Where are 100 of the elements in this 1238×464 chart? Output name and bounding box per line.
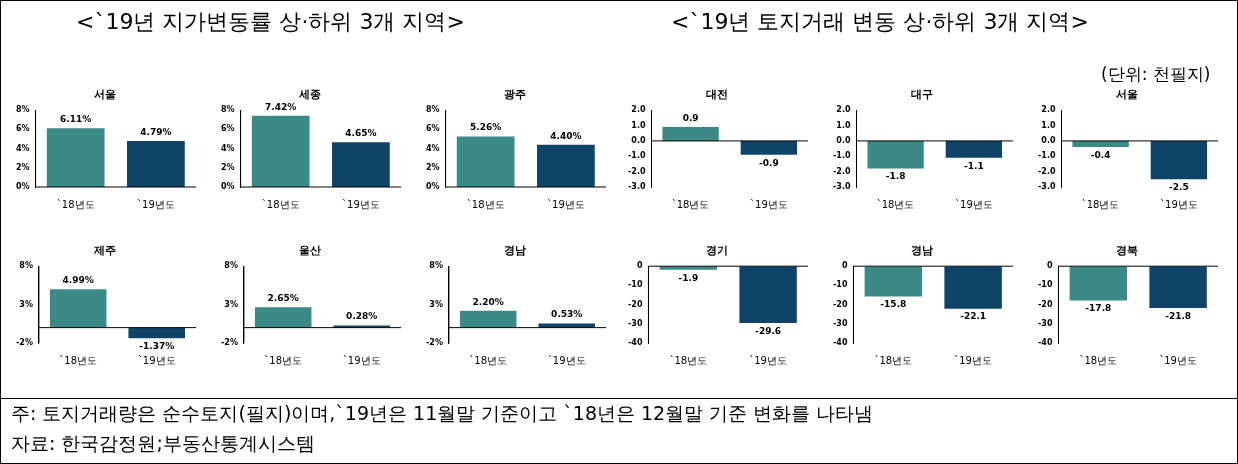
y-tick-label: -1.0: [627, 151, 646, 161]
y-tick-label: -10: [833, 280, 848, 290]
data-label: -0.9: [759, 157, 779, 168]
text: 자료: 한국감정원;부동산통계시스템: [11, 431, 315, 456]
y-tick-label: 0%: [15, 182, 30, 192]
chart-title: 서울: [1115, 88, 1138, 102]
x-tick-label: `18년도: [469, 354, 508, 366]
chart-title: 대전: [705, 88, 728, 102]
y-tick-label: 6%: [220, 124, 235, 134]
data-label: -1.37%: [139, 341, 175, 352]
y-tick-label: -2%: [16, 338, 33, 348]
y-tick-label: -40: [1038, 338, 1053, 348]
y-tick-label: -10: [1038, 280, 1053, 290]
data-label: -29.6: [755, 325, 782, 336]
y-tick-label: 2.0: [631, 105, 646, 115]
x-tick-label: `19년도: [955, 198, 993, 210]
text: (단위: 천필지): [1101, 63, 1211, 86]
y-tick-label: 0: [636, 261, 643, 271]
y-tick-label: 0.0: [836, 136, 851, 145]
y-tick-label: 2.0: [836, 105, 851, 115]
chart-title: 경남: [910, 244, 933, 258]
y-tick-label: -30: [1038, 318, 1053, 328]
y-tick-label: 4%: [220, 143, 235, 153]
x-tick-label: `19년도: [137, 198, 175, 210]
y-tick-label: -1.0: [1037, 151, 1056, 161]
x-tick-label: `18년도: [56, 198, 95, 210]
y-tick-label: 8%: [224, 261, 238, 271]
y-tick-label: 0%: [220, 182, 235, 192]
x-tick-label: `19년도: [750, 198, 788, 210]
x-tick-label: `18년도: [874, 354, 913, 366]
data-label: 0.9: [682, 112, 699, 123]
chart-title: 울산: [298, 244, 321, 258]
x-tick-label: `19년도: [1160, 198, 1198, 210]
y-tick-label: 8%: [429, 261, 443, 271]
x-tick-label: `19년도: [749, 354, 787, 366]
data-label: 7.42%: [265, 101, 297, 112]
y-tick-label: -2%: [426, 338, 443, 348]
y-tick-label: -30: [833, 318, 848, 328]
data-label: 4.79%: [140, 126, 172, 137]
y-tick-label: 0.0: [1041, 136, 1056, 145]
data-label: 2.65%: [267, 293, 299, 304]
x-tick-label: `18년도: [261, 198, 300, 210]
y-tick-label: -2.0: [1037, 166, 1056, 176]
data-label: -1.1: [964, 160, 984, 171]
data-label: 0.28%: [346, 311, 378, 322]
y-tick-label: 0%: [425, 182, 440, 192]
y-tick-label: 0: [1046, 261, 1053, 271]
y-tick-label: -1.0: [832, 151, 851, 161]
y-tick-label: 8%: [19, 261, 33, 271]
y-tick-label: 8%: [220, 105, 235, 115]
chart-title: 경기: [705, 244, 728, 258]
data-label: -1.9: [678, 272, 699, 283]
chart-title: 세종: [297, 88, 321, 102]
x-tick-label: `18년도: [671, 198, 710, 210]
chart-title: 서울: [93, 88, 116, 102]
y-tick-label: 3%: [224, 299, 238, 309]
y-tick-label: -2.0: [832, 166, 851, 176]
y-tick-label: 3%: [429, 299, 443, 309]
y-tick-label: -30: [628, 318, 643, 328]
data-label: -2.5: [1169, 182, 1189, 193]
y-tick-label: 3%: [19, 299, 33, 309]
data-label: -1.8: [885, 171, 906, 182]
x-tick-label: `18년도: [669, 354, 708, 366]
y-tick-label: -3.0: [1037, 182, 1056, 192]
y-tick-label: 0: [841, 261, 848, 271]
y-tick-label: 6%: [15, 124, 30, 134]
y-tick-label: 2%: [15, 162, 30, 172]
y-tick-label: -3.0: [832, 182, 851, 192]
x-tick-label: `18년도: [264, 354, 303, 366]
data-label: 4.99%: [62, 275, 94, 286]
x-tick-label: `18년도: [59, 354, 98, 366]
y-tick-label: 0.0: [631, 136, 646, 145]
chart-title: 제주: [92, 244, 116, 258]
y-tick-label: 2.0: [1041, 105, 1056, 115]
x-tick-label: `18년도: [1079, 354, 1118, 366]
x-tick-label: `19년도: [137, 354, 176, 366]
y-tick-label: 6%: [425, 124, 440, 134]
data-label: -15.8: [880, 299, 907, 310]
y-tick-label: -20: [628, 299, 643, 309]
data-label: 4.65%: [345, 128, 377, 139]
data-label: 6.11%: [60, 114, 92, 125]
x-tick-label: `19년도: [342, 354, 381, 366]
y-tick-label: -2%: [221, 338, 238, 348]
x-tick-label: `18년도: [1081, 198, 1120, 210]
y-tick-label: 2%: [425, 162, 440, 172]
text: 주: 토지거래량은 순수토지(필지)이며,`19년은 11월말 기준이고 `18년은 12월말 기준 변화를 나타냄: [11, 401, 874, 426]
x-tick-label: `19년도: [954, 354, 992, 366]
data-label: -17.8: [1085, 303, 1112, 314]
chart-title: 광주: [503, 88, 526, 102]
text: <`19년 토지거래 변동 상·하위 3개 지역>: [671, 8, 1089, 36]
y-tick-label: 1.0: [836, 120, 851, 130]
y-tick-label: -10: [628, 280, 643, 290]
data-label: -0.4: [1090, 149, 1111, 160]
data-label: 0.53%: [551, 309, 583, 320]
y-tick-label: 2%: [220, 162, 235, 172]
y-tick-label: -40: [833, 338, 848, 348]
y-tick-label: -2.0: [627, 166, 646, 176]
chart-title: 경북: [1115, 244, 1138, 258]
x-tick-label: `19년도: [1159, 354, 1197, 366]
y-tick-label: -40: [628, 338, 643, 348]
